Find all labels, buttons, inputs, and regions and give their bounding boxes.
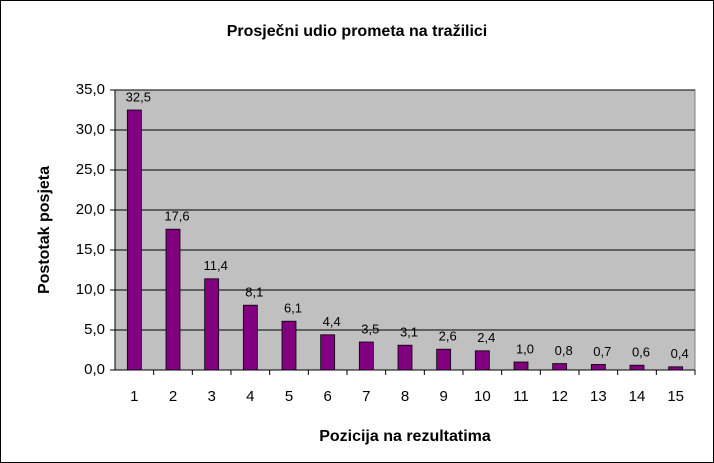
y-tick-label: 0,0	[84, 361, 105, 378]
x-tick-label: 8	[401, 388, 409, 405]
x-tick-label: 14	[629, 388, 646, 405]
bar	[358, 341, 374, 371]
y-tick-label: 5,0	[84, 321, 105, 338]
x-tick-label: 12	[551, 388, 568, 405]
bar	[474, 350, 490, 371]
x-tick-label: 15	[667, 388, 684, 405]
bar	[242, 304, 258, 371]
x-tick-label: 6	[323, 388, 331, 405]
x-tick-label: 10	[474, 388, 491, 405]
value-label: 8,1	[245, 285, 263, 300]
value-label: 0,4	[671, 346, 689, 361]
bar	[436, 348, 452, 371]
chart-title: Prosječni udio prometa na tražilici	[227, 23, 488, 40]
bar	[165, 228, 181, 371]
value-label: 17,6	[164, 209, 189, 224]
value-label: 3,5	[361, 321, 379, 336]
x-tick-label: 1	[130, 388, 138, 405]
bar	[397, 344, 413, 371]
y-tick-label: 30,0	[76, 121, 105, 138]
bar	[320, 334, 336, 371]
x-tick-label: 5	[285, 388, 293, 405]
value-label: 0,6	[632, 345, 650, 360]
value-label: 1,0	[516, 341, 534, 356]
bar	[126, 109, 142, 371]
x-tick-label: 11	[513, 388, 529, 405]
bar	[204, 278, 220, 371]
value-label: 0,7	[593, 344, 611, 359]
value-label: 0,8	[555, 343, 573, 358]
value-label: 2,4	[477, 330, 495, 345]
y-tick-label: 20,0	[76, 201, 105, 218]
y-tick-label: 25,0	[76, 161, 105, 178]
bar	[590, 363, 606, 371]
bar	[513, 361, 529, 371]
x-axis-title: Pozicija na rezultatima	[319, 428, 491, 445]
x-tick-label: 7	[362, 388, 370, 405]
y-axis-title: Postotak posjeta	[36, 166, 53, 294]
value-label: 2,6	[439, 329, 457, 344]
y-tick-label: 35,0	[76, 81, 105, 98]
y-tick-label: 15,0	[76, 241, 105, 258]
x-tick-label: 3	[207, 388, 215, 405]
value-label: 6,1	[284, 301, 302, 316]
value-label: 11,4	[203, 258, 227, 273]
x-tick-label: 2	[169, 388, 177, 405]
bar	[281, 320, 297, 371]
bar	[668, 366, 684, 371]
x-tick-label: 13	[590, 388, 607, 405]
x-tick-label: 4	[246, 388, 254, 405]
value-label: 3,1	[400, 325, 418, 340]
x-tick-label: 9	[439, 388, 447, 405]
y-tick-label: 10,0	[76, 281, 105, 298]
bar	[552, 363, 568, 371]
value-label: 32,5	[126, 89, 151, 104]
value-label: 4,4	[323, 314, 341, 329]
bar	[629, 364, 645, 371]
